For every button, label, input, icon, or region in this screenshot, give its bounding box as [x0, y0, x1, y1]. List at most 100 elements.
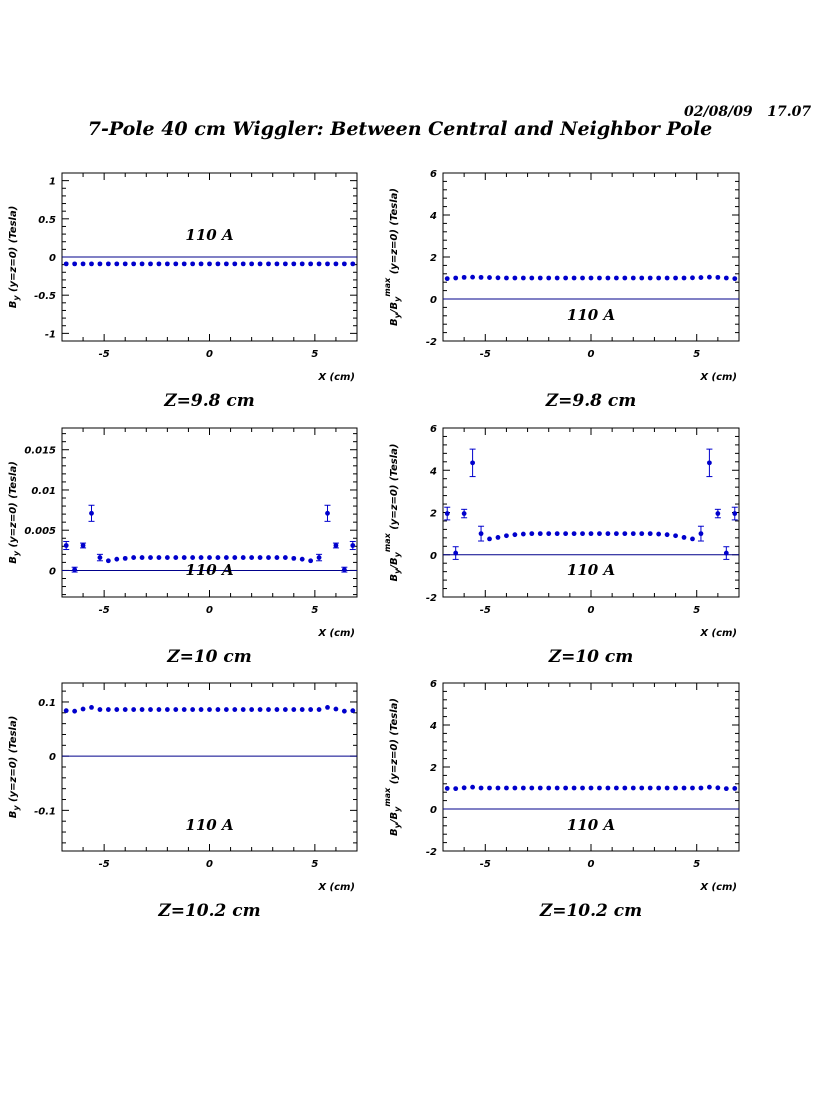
data-point [639, 275, 645, 281]
x-tick-label: -5 [480, 859, 491, 870]
data-point [580, 531, 585, 537]
data-point [673, 785, 678, 791]
data-point [707, 274, 712, 280]
data-point [80, 706, 86, 712]
data-point [504, 785, 509, 791]
data-point [698, 785, 704, 791]
data-point [173, 555, 179, 560]
y-tick-label: 0 [49, 752, 56, 763]
data-point [681, 535, 687, 540]
data-point [257, 555, 263, 560]
data-point [341, 261, 347, 267]
data-point [478, 785, 484, 791]
data-point [282, 555, 288, 560]
data-point [554, 275, 560, 281]
data-point [698, 531, 704, 537]
data-point [215, 261, 221, 267]
y-tick-label: -2 [426, 847, 437, 858]
y-tick-label: 0 [49, 253, 56, 264]
data-point [333, 706, 339, 712]
current-annotation: 110 A [185, 561, 233, 579]
data-point [656, 531, 662, 537]
data-point [63, 543, 69, 548]
data-point [350, 708, 356, 714]
data-point [190, 261, 196, 267]
data-point [470, 784, 475, 790]
data-point [89, 261, 94, 267]
data-point [207, 707, 212, 712]
x-axis-label: X (cm) [317, 372, 355, 383]
data-point [97, 707, 103, 712]
data-point [546, 531, 552, 537]
data-point [461, 511, 467, 516]
data-point [622, 275, 628, 281]
data-point [520, 785, 526, 791]
x-tick-label: 5 [311, 859, 318, 870]
data-point [444, 511, 450, 516]
data-point [72, 261, 78, 267]
data-point [122, 707, 128, 712]
data-point [690, 536, 695, 542]
data-point [520, 531, 526, 537]
y-tick-label: -2 [426, 593, 437, 604]
data-point [563, 531, 569, 537]
y-tick-label: 0.01 [31, 486, 56, 497]
y-tick-label: 1 [49, 177, 56, 188]
x-tick-label: 0 [588, 605, 595, 616]
data-point [656, 785, 662, 791]
data-point [291, 707, 297, 712]
data-point [333, 261, 339, 267]
data-point [529, 275, 535, 281]
data-point [588, 275, 594, 281]
data-point [325, 261, 330, 267]
y-tick-label: 6 [430, 424, 437, 435]
current-annotation: 110 A [567, 816, 615, 834]
x-tick-label: -5 [480, 605, 491, 616]
data-point [461, 785, 467, 791]
data-point [613, 531, 619, 537]
data-point [139, 707, 145, 712]
data-point [453, 786, 459, 792]
data-point [266, 261, 271, 267]
x-tick-label: -5 [99, 349, 110, 360]
data-point [664, 275, 670, 281]
data-point [495, 785, 501, 791]
data-point [470, 460, 475, 466]
y-axis-label: By/Bymax (y=z=0) (Tesla) [383, 698, 402, 836]
data-point [597, 785, 602, 791]
data-point [249, 261, 255, 267]
data-point [190, 707, 196, 712]
data-point [63, 261, 69, 267]
data-point [478, 531, 484, 537]
data-point [232, 707, 238, 712]
data-point [299, 556, 305, 562]
data-point [164, 707, 170, 712]
y-tick-label: 0.005 [24, 526, 56, 537]
data-point [122, 555, 128, 561]
data-point [249, 555, 255, 560]
data-point [613, 785, 619, 791]
chart-panel-ratio_z10: -5 0 5 -2 0 2 4 6 110 A X (cm) By/Bymax (y=z=0) (T… [383, 424, 740, 667]
data-point [164, 555, 170, 560]
data-point [232, 555, 238, 560]
data-point [504, 275, 509, 281]
y-tick-label: -0.5 [34, 291, 56, 302]
y-tick-label: 4 [429, 211, 437, 222]
data-point [537, 531, 543, 537]
data-point [723, 786, 729, 792]
data-point [723, 550, 729, 556]
y-tick-label: 2 [430, 253, 437, 264]
data-point [681, 275, 687, 281]
y-tick-label: 0 [49, 566, 56, 577]
data-point [240, 707, 246, 712]
data-point [597, 275, 602, 281]
data-point [122, 261, 128, 267]
data-point [316, 261, 322, 267]
x-axis-label: X (cm) [699, 372, 737, 383]
data-point [164, 261, 170, 267]
data-point [707, 784, 712, 790]
data-point [512, 532, 518, 538]
data-point [274, 261, 280, 267]
y-tick-label: 4 [429, 721, 437, 732]
panel-caption: Z=10.2 cm [157, 901, 260, 921]
